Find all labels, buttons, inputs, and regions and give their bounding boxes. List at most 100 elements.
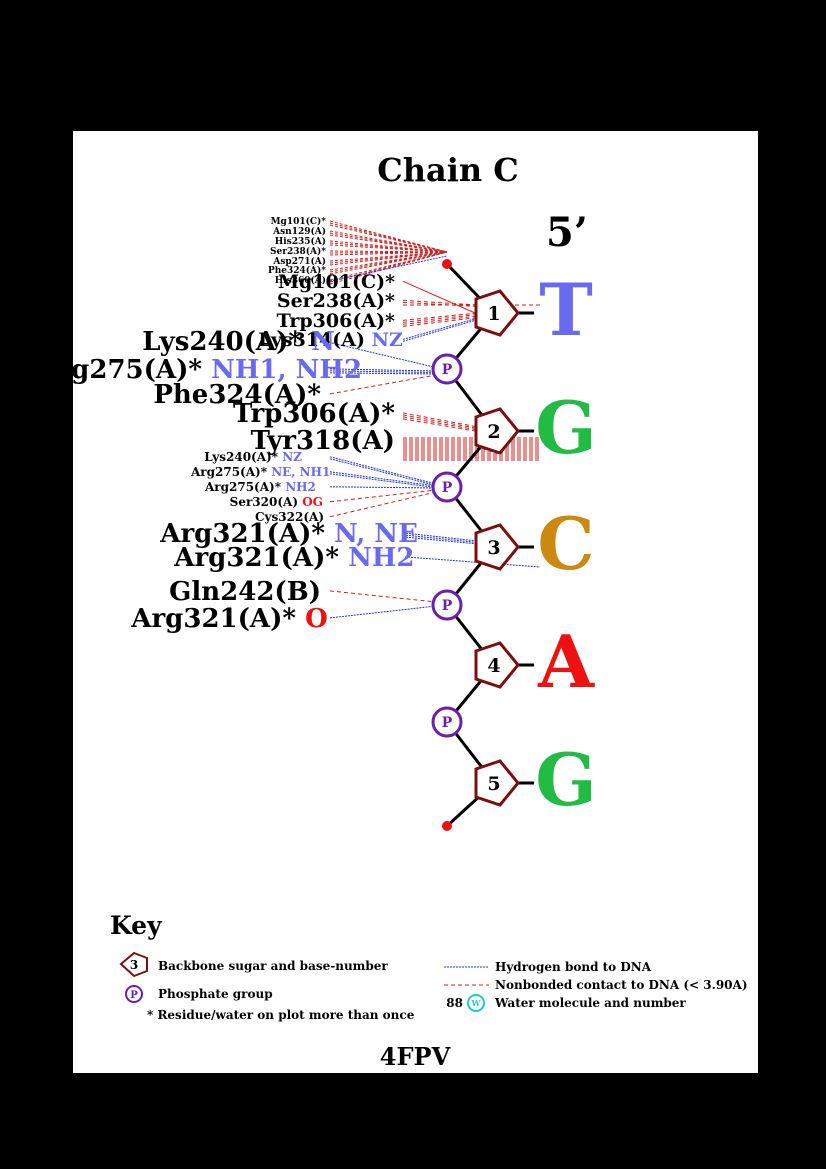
atom-label: NZ xyxy=(372,329,403,351)
cluster-residue-label: Mg101(C)* xyxy=(271,216,327,227)
residue-label: Arg275(A)* xyxy=(190,465,268,479)
hbond-line xyxy=(329,486,437,489)
cluster-residue-label: His360(A) xyxy=(275,275,326,286)
cluster-residue-label: His235(A) xyxy=(275,236,326,247)
base-number-1: 1 xyxy=(487,303,500,325)
cluster-residue-label: Asn129(A) xyxy=(272,226,326,237)
base-number-2: 2 xyxy=(487,421,500,443)
residue-label: Gln242(B) xyxy=(169,577,321,607)
atom-label: N xyxy=(311,327,335,357)
phosphate-1 xyxy=(431,353,463,385)
residue-label: Ser238(A)* xyxy=(277,290,395,312)
sugar-5 xyxy=(474,759,520,807)
key-phosphate-icon xyxy=(125,985,143,1003)
hbond-line xyxy=(402,532,479,542)
residue-label: Lys314(A) xyxy=(258,329,365,351)
atom-label: OG xyxy=(302,495,323,509)
nonbonded-line xyxy=(402,299,479,306)
atom-label: O xyxy=(305,604,328,634)
sugar-1 xyxy=(474,289,520,337)
phosphate-2 xyxy=(431,471,463,503)
hbond-line xyxy=(402,317,479,340)
phosphate-4 xyxy=(431,706,463,738)
base-letter-4: A xyxy=(537,619,595,704)
hbond-line xyxy=(329,372,437,375)
residue-label: Mg101(C)* xyxy=(278,271,395,293)
atom-label: NH2 xyxy=(348,543,414,573)
cluster-contact-line xyxy=(329,222,448,253)
atom-label: NE, NH1 xyxy=(271,465,330,479)
residue-label: Trp306(A)* xyxy=(233,399,395,429)
key-nonbonded-label: Nonbonded contact to DNA (< 3.90A) xyxy=(495,978,748,992)
atom-label: NZ xyxy=(282,450,302,464)
phosphate-symbol: P xyxy=(442,480,453,496)
phosphate-symbol: P xyxy=(442,598,453,614)
phosphate-symbol: P xyxy=(442,715,453,731)
residue-label: Arg321(A)* xyxy=(130,604,296,634)
nonbonded-line xyxy=(402,301,479,307)
hbond-line xyxy=(402,319,479,342)
cluster-residue-label: Phe324(A)* xyxy=(268,265,326,276)
contact-lines xyxy=(322,220,541,619)
five-prime-label: 5’ xyxy=(546,209,588,256)
hbond-line xyxy=(329,370,437,373)
cluster-residue-label: Ser238(A)* xyxy=(270,246,326,257)
base-letter-5: G xyxy=(535,737,597,822)
residue-label: Tyr318(A) xyxy=(251,426,395,456)
residue-label: Cys322(A) xyxy=(255,510,324,524)
residue-label: Phe324(A)* xyxy=(153,380,321,410)
residue-label: Arg275(A)* xyxy=(36,355,202,385)
key-panel: Key 3 Backbone sugar and base-number P P… xyxy=(110,911,748,1022)
five-prime-terminal xyxy=(442,259,452,269)
three-prime-terminal xyxy=(442,821,452,831)
nonbonded-line xyxy=(329,489,437,503)
diagram-panel xyxy=(73,131,758,1073)
hbond-line xyxy=(404,556,541,568)
key-water-label: Water molecule and number xyxy=(494,996,686,1010)
key-water-icon xyxy=(467,994,485,1012)
cluster-hbond-line xyxy=(329,255,448,282)
base-letter-3: C xyxy=(537,501,594,586)
cluster-contact-line xyxy=(329,251,448,256)
cluster-residue-label: Asp271(A) xyxy=(272,256,326,267)
nonbonded-line xyxy=(402,312,479,321)
key-star-label: * Residue/water on plot more than once xyxy=(147,1008,415,1022)
phosphate-3 xyxy=(431,589,463,621)
residue-label: Arg321(A)* xyxy=(159,519,325,549)
hbond-line xyxy=(329,605,437,619)
hbond-line xyxy=(402,536,479,545)
nonbonded-line xyxy=(402,414,479,429)
base-letter-1: T xyxy=(539,267,593,352)
nonbonded-line xyxy=(402,315,479,325)
residue-label: Trp306(A)* xyxy=(277,310,395,332)
residue-label: Arg321(A)* xyxy=(173,543,339,573)
sugar-4 xyxy=(474,641,520,689)
base-number-5: 5 xyxy=(487,773,500,795)
nonbonded-line xyxy=(402,416,479,431)
nonbonded-line xyxy=(402,280,476,314)
key-phosphate-label: Phosphate group xyxy=(158,987,273,1001)
nonbonded-line xyxy=(402,412,479,428)
base-number-4: 4 xyxy=(487,655,500,677)
residue-label: Arg275(A)* xyxy=(204,480,282,494)
chain-title: Chain C xyxy=(377,151,519,189)
hbond-line xyxy=(329,456,437,485)
hbond-line xyxy=(329,368,437,372)
atom-label: N, NE xyxy=(334,519,418,549)
hbond-line xyxy=(329,458,437,486)
hbond-line xyxy=(402,534,479,543)
nonbonded-line xyxy=(402,314,479,323)
key-title: Key xyxy=(110,911,163,940)
key-water-number: 88 xyxy=(446,996,463,1010)
cluster-contact-line xyxy=(329,251,448,285)
sugar-3 xyxy=(474,523,520,571)
cluster-contact-line xyxy=(329,224,448,253)
key-sugar-icon xyxy=(119,951,148,978)
atom-label: NH2 xyxy=(285,480,316,494)
residue-label: Lys240(A)* xyxy=(142,327,302,357)
residue-label: Ser320(A) xyxy=(230,495,298,509)
key-sugar-label: Backbone sugar and base-number xyxy=(158,959,388,973)
cluster-contact-line xyxy=(329,244,448,253)
